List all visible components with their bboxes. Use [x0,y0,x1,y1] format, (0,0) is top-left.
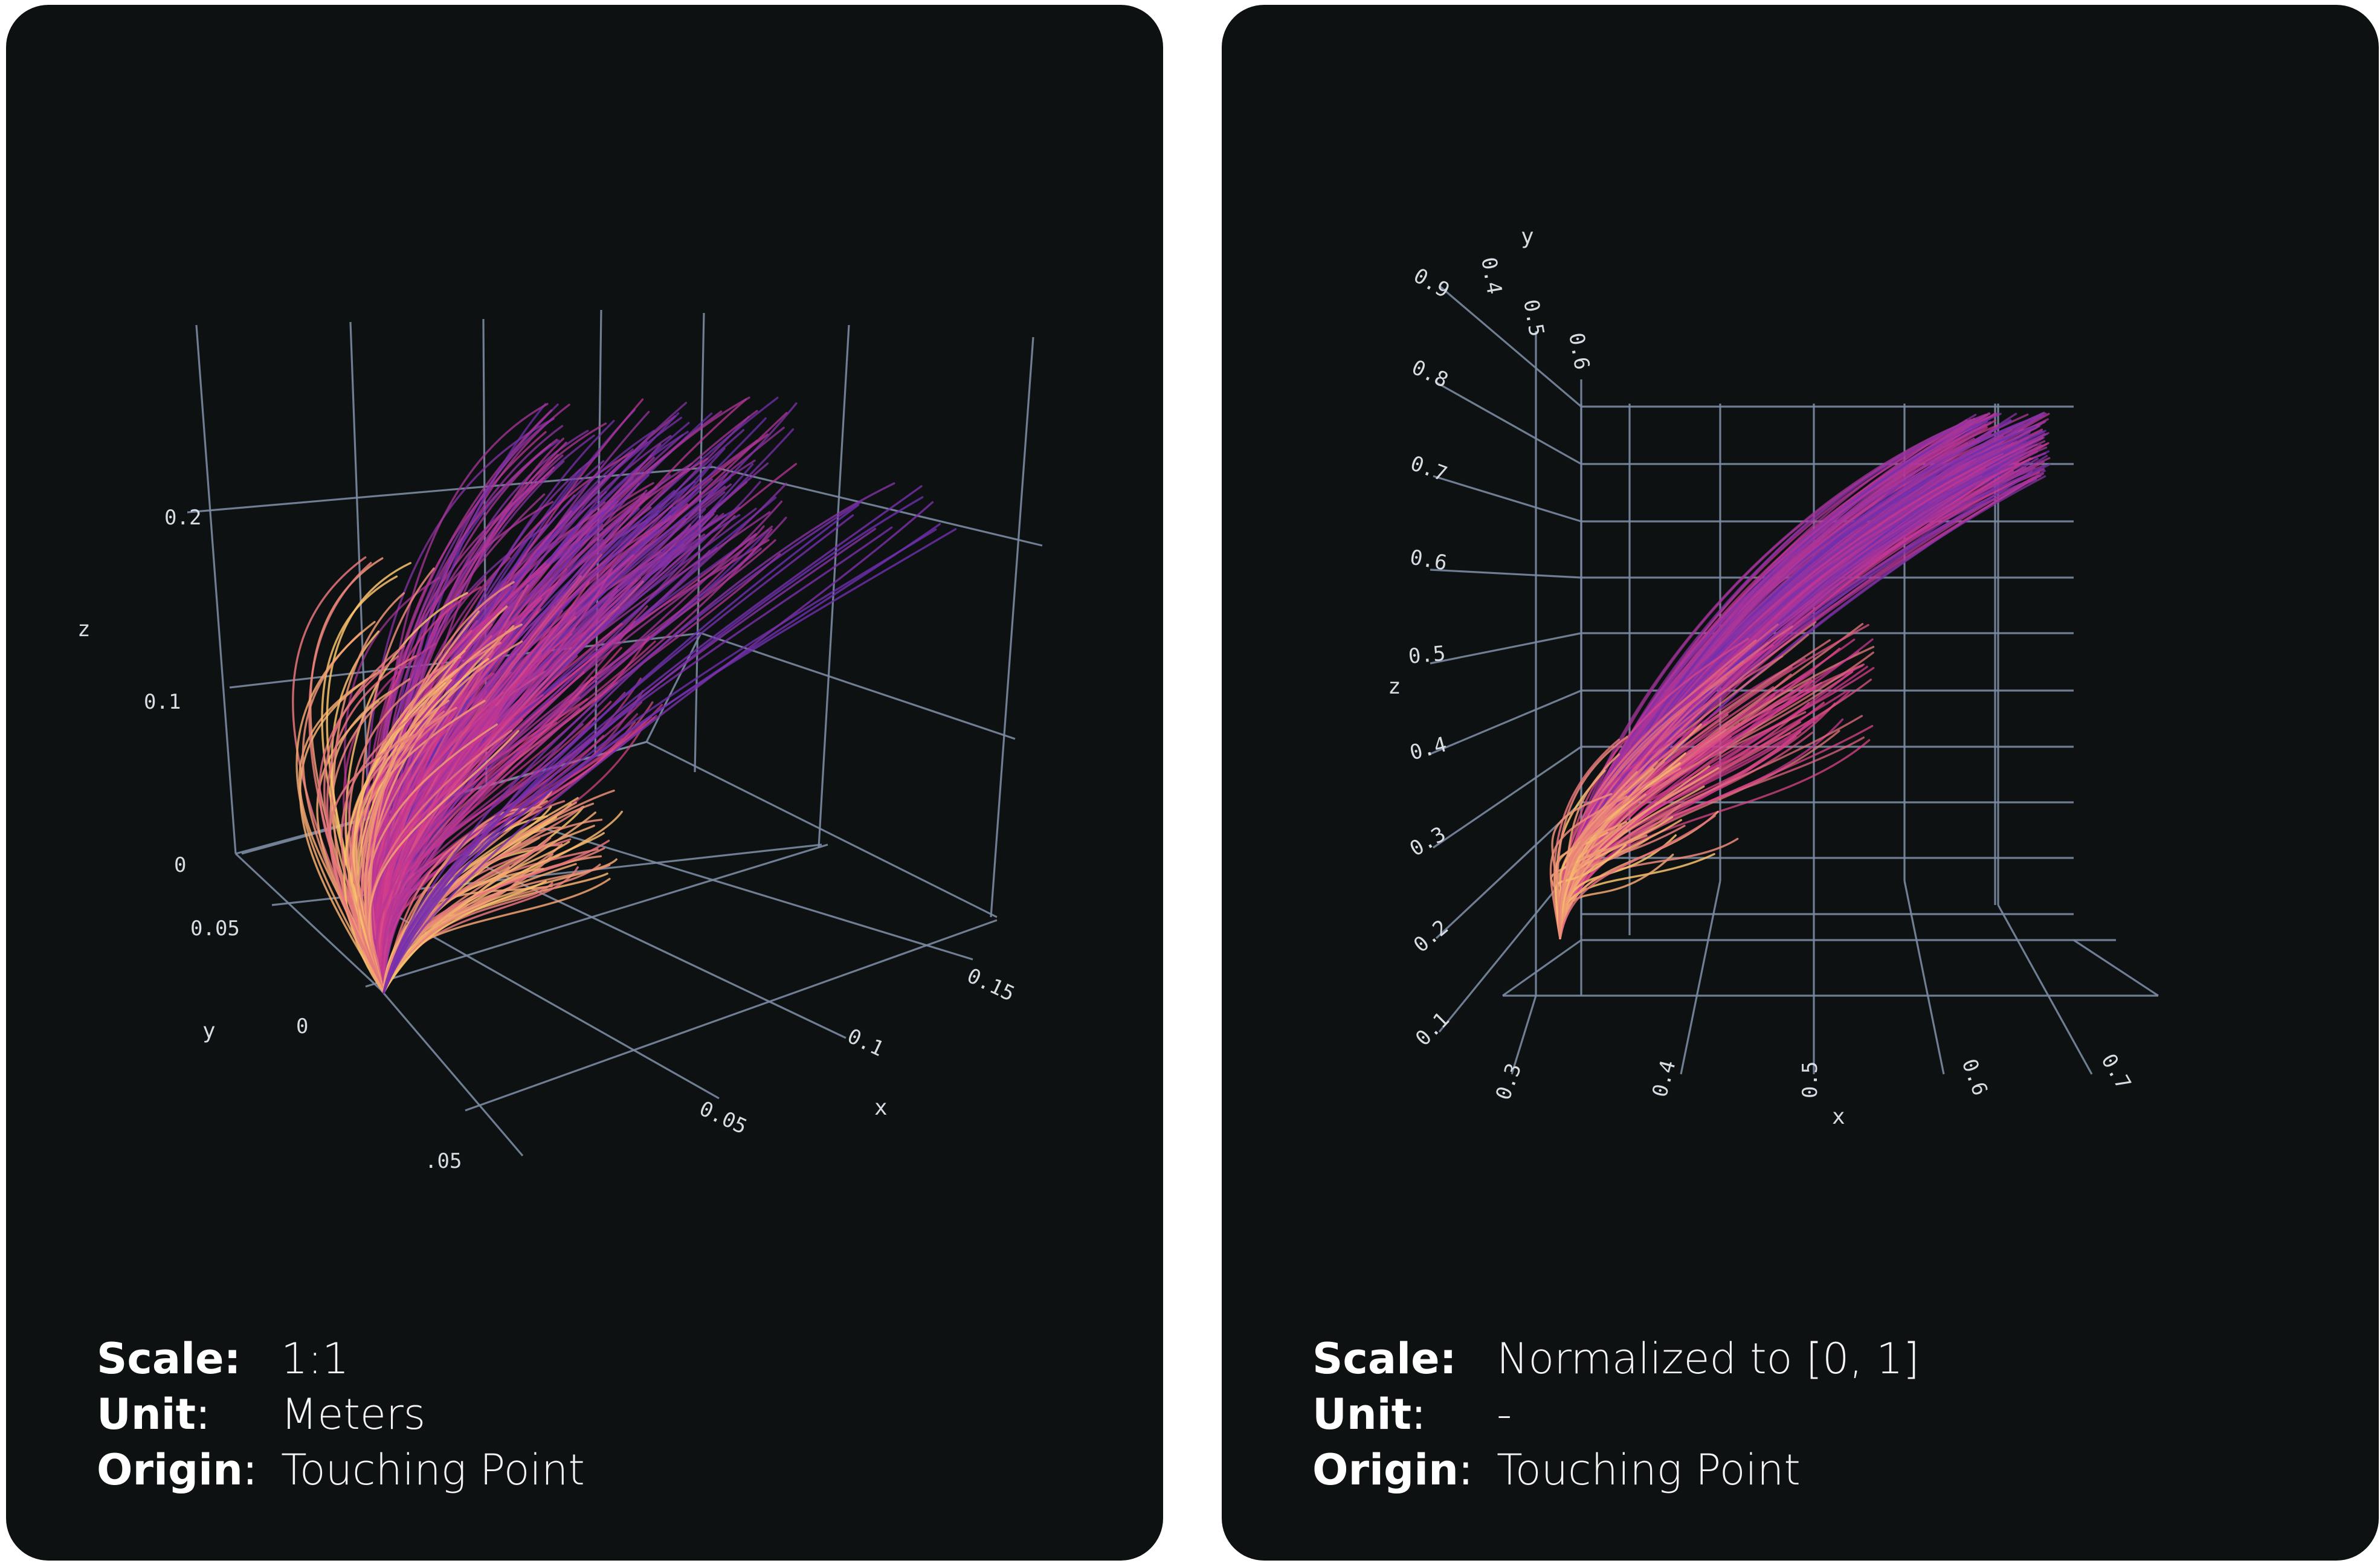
panel-normalized-scale: 0.9 0.8 0.7 0.6 0.5 0.4 0.3 0.2 0.1 z 0.… [1222,5,2379,1561]
axis-label-y: y [1521,224,1534,249]
info-row-origin: Origin: Touching Point [97,1442,585,1498]
axis-label-z: z [1388,674,1401,699]
trajectory-line [308,562,385,994]
trajectory-line [378,580,644,994]
trajectory-line [382,501,862,994]
origin-key: Origin [1312,1445,1459,1495]
origin-key: Origin [97,1445,243,1495]
trajectory-line [380,622,623,994]
trajectory-line [295,620,385,994]
scale-value: 1:1 [281,1334,349,1384]
unit-key: Unit [1312,1390,1412,1439]
info-row-unit: Unit: - [1312,1387,1920,1442]
axis-label-z: z [77,617,91,642]
tick-z-0: 0.2 [164,506,201,530]
trajectory-line [1555,843,1627,939]
scale-key: Scale: [1312,1334,1457,1384]
tick-z-1: 0.1 [144,690,181,714]
tick-z-3: 0.6 [1408,545,1448,575]
trajectory-line [382,496,924,994]
tick-x-2: 0.5 [1798,1062,1822,1098]
axis-label-x: x [874,1095,888,1120]
trajectory-line [382,811,596,994]
trajectory-line [382,880,547,994]
tick-x-1: 0.1 [843,1024,888,1062]
tick-z-8: 0.1 [1411,1008,1454,1051]
tick-y-1: 0 [296,1014,308,1039]
panel-metric-scale: 0.2 0.1 0 z 0.05 0 .05 y 0.05 0.1 0.15 x… [6,5,1163,1561]
trajectory-line [340,704,428,994]
scale-key: Scale: [97,1334,241,1384]
trajectory-line [1559,814,1716,939]
unit-key: Unit [97,1390,196,1439]
trajectory-line [352,668,459,994]
trajectory-line [381,620,636,994]
trajectory-line [299,669,385,994]
info-row-origin: Origin: Touching Point [1312,1442,1920,1498]
trajectory-line [382,832,605,994]
scale-value: Normalized to [0, 1] [1497,1334,1920,1384]
plot-3d-metric[interactable]: 0.2 0.1 0 z 0.05 0 .05 y 0.05 0.1 0.15 x [6,5,1163,1213]
tick-x-4: 0.7 [2096,1050,2135,1094]
trajectory-lines [1549,411,2051,939]
tick-x-3: 0.6 [1957,1055,1993,1098]
tick-x-2: 0.15 [963,964,1018,1007]
axis-label-y: y [202,1019,216,1043]
trajectory-line [1556,735,1628,939]
trajectory-line [382,504,860,994]
tick-y-0: 0.4 [1476,256,1506,296]
tick-z-4: 0.5 [1407,642,1446,669]
tick-y-2: 0.6 [1564,331,1594,372]
trajectory-line [1549,795,1628,939]
info-block: Scale: 1:1 Unit: Meters Origin: Touching… [97,1331,585,1498]
info-row-scale: Scale: 1:1 [97,1331,585,1387]
unit-value: - [1497,1390,1512,1439]
trajectory-line [1559,771,1638,939]
trajectory-line [302,631,385,994]
trajectory-line [1558,761,1665,939]
tick-y-2: .05 [425,1149,462,1173]
tick-y-1: 0.5 [1518,298,1549,338]
trajectory-line [343,682,447,994]
trajectory-line [348,656,462,994]
tick-z-7: 0.2 [1409,915,1453,958]
tick-y-0: 0.05 [190,917,240,941]
origin-value: Touching Point [281,1445,585,1495]
trajectory-line [382,801,578,994]
trajectory-lines [292,396,957,994]
tick-x-0: 0.05 [695,1097,750,1139]
trajectory-line [382,501,934,994]
trajectory-line [1559,715,1863,939]
unit-value: Meters [281,1390,426,1439]
axis-ticks: 0.9 0.8 0.7 0.6 0.5 0.4 0.3 0.2 0.1 z 0.… [1388,224,2136,1129]
trajectory-line [375,605,648,994]
tick-z-0: 0.9 [1410,263,1454,303]
trajectory-line [329,734,415,994]
tick-x-1: 0.4 [1648,1058,1681,1100]
trajectory-line [1559,762,1681,939]
trajectory-line [382,527,877,994]
tick-z-2: 0 [174,853,186,877]
axis-label-x: x [1832,1104,1845,1129]
tick-z-2: 0.7 [1407,451,1450,487]
info-block: Scale: Normalized to [0, 1] Unit: - Orig… [1312,1331,1920,1498]
plot-3d-normalized[interactable]: 0.9 0.8 0.7 0.6 0.5 0.4 0.3 0.2 0.1 z 0.… [1222,5,2379,1213]
trajectory-line [382,715,653,994]
trajectory-line [382,482,895,994]
tick-x-0: 0.3 [1491,1060,1527,1103]
trajectory-line [1559,785,1705,939]
info-row-unit: Unit: Meters [97,1387,585,1442]
info-row-scale: Scale: Normalized to [0, 1] [1312,1331,1920,1387]
tick-z-5: 0.4 [1407,732,1450,765]
tick-z-6: 0.3 [1406,822,1450,861]
origin-value: Touching Point [1497,1445,1801,1495]
